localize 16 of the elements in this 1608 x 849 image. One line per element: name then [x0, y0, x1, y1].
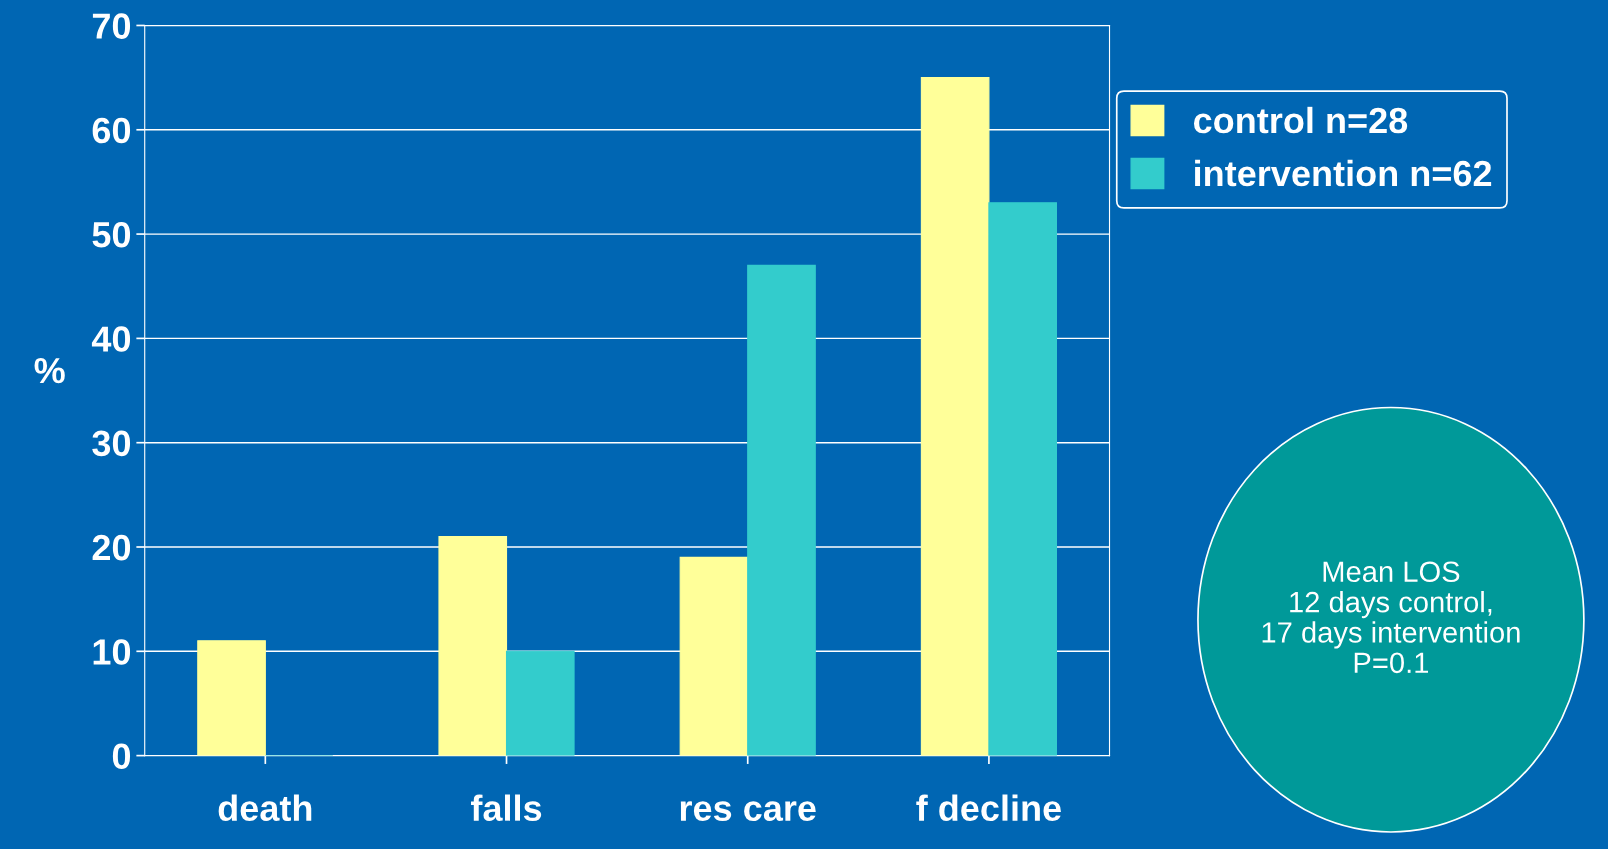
- x-tick-label: f decline: [916, 794, 1061, 822]
- y-tick-label: 0: [112, 743, 131, 770]
- y-tick-label: 50: [92, 221, 131, 248]
- x-tick-label: death: [218, 794, 312, 822]
- text: Mean LOS 12 days control, 17 days intervention P=0.1: [1262, 561, 1520, 674]
- y-tick-label: 30: [92, 430, 131, 457]
- x-tick-label: res care: [680, 801, 816, 822]
- y-tick-label: 40: [91, 326, 131, 352]
- y-tick-label: 60: [92, 117, 131, 144]
- y-axis-title: %: [34, 357, 65, 384]
- y-tick-label: 10: [93, 639, 131, 665]
- legend-label: intervention n=62: [1195, 159, 1492, 187]
- x-tick-label: falls: [471, 794, 542, 822]
- y-tick-label: 70: [92, 13, 131, 39]
- legend-label: control n=28: [1193, 106, 1408, 134]
- y-tick-label: 20: [92, 534, 131, 561]
